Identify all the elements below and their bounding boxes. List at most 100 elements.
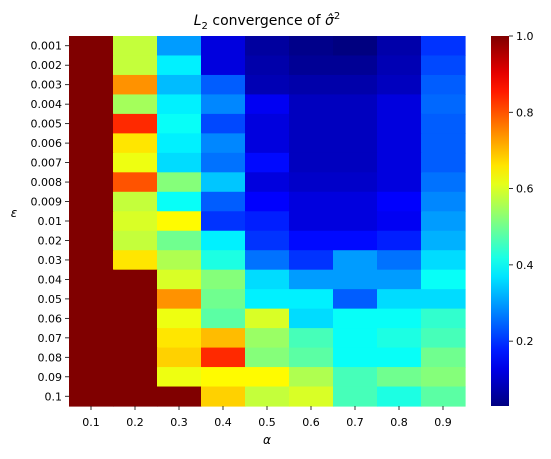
colorbar-tick-label: 0.8 (516, 106, 534, 119)
heatmap-cell-0.03-0.5 (245, 250, 290, 271)
heatmap-cell-0.03-0.7 (333, 250, 378, 271)
heatmap-cell-0.009-0.6 (289, 191, 334, 212)
x-tick-label: 0.5 (258, 416, 276, 429)
heatmap-cell-0.01-0.1 (69, 211, 114, 232)
heatmap-cell-0.08-0.9 (421, 347, 466, 368)
heatmap-cell-0.005-0.8 (377, 113, 422, 134)
heatmap-cell-0.01-0.2 (113, 211, 158, 232)
heatmap-cell-0.04-0.2 (113, 269, 158, 290)
y-tick-label: 0.009 (31, 196, 63, 209)
heatmap-cell-0.006-0.8 (377, 133, 422, 154)
heatmap-cell-0.008-0.7 (333, 172, 378, 193)
heatmap-cell-0.003-0.6 (289, 74, 334, 96)
heatmap-cell-0.05-0.6 (289, 289, 334, 310)
heatmap-cell-0.005-0.9 (421, 113, 466, 134)
heatmap-cell-0.005-0.6 (289, 113, 334, 134)
heatmap-cell-0.002-0.6 (289, 55, 334, 76)
heatmap-cell-0.007-0.5 (245, 152, 290, 173)
heatmap-cell-0.02-0.3 (157, 230, 202, 251)
heatmap-cell-0.003-0.4 (201, 74, 246, 96)
colorbar-tick-label: 0.6 (516, 183, 534, 196)
heatmap-cell-0.001-0.8 (377, 36, 422, 57)
heatmap-cell-0.08-0.5 (245, 347, 290, 368)
heatmap-cell-0.06-0.1 (69, 308, 114, 329)
heatmap-cell-0.1-0.1 (69, 386, 114, 407)
heatmap-cell-0.04-0.4 (201, 269, 246, 290)
heatmap-cell-0.03-0.1 (69, 250, 114, 271)
y-tick-label: 0.004 (31, 98, 63, 111)
heatmap-cell-0.06-0.2 (113, 308, 158, 329)
title-rest: convergence of (208, 13, 325, 29)
heatmap-cell-0.001-0.3 (157, 36, 202, 57)
heatmap-cell-0.1-0.3 (157, 386, 202, 407)
heatmap-cell-0.006-0.9 (421, 133, 466, 154)
heatmap-cell-0.01-0.5 (245, 211, 290, 232)
heatmap-cell-0.07-0.5 (245, 328, 290, 349)
title-superscript: 2 (334, 11, 340, 22)
heatmap-cell-0.04-0.9 (421, 269, 466, 290)
heatmap-cell-0.02-0.5 (245, 230, 290, 251)
y-tick-label: 0.003 (31, 79, 63, 92)
heatmap-cell-0.06-0.4 (201, 308, 246, 329)
heatmap-cell-0.05-0.7 (333, 289, 378, 310)
y-tick-label: 0.001 (31, 40, 63, 53)
heatmap-cell-0.005-0.2 (113, 113, 158, 134)
heatmap-cell-0.008-0.3 (157, 172, 202, 193)
title-prefix: L (194, 13, 202, 29)
heatmap-cell-0.002-0.5 (245, 55, 290, 76)
heatmap-cell-0.002-0.4 (201, 55, 246, 76)
heatmap-cell-0.009-0.4 (201, 191, 246, 212)
heatmap-cell-0.07-0.8 (377, 328, 422, 349)
y-tick-label: 0.006 (31, 137, 63, 150)
heatmap-cell-0.1-0.8 (377, 386, 422, 407)
title-symbol: σ̂ (325, 13, 335, 29)
heatmap-cell-0.004-0.8 (377, 94, 422, 115)
heatmap-cell-0.06-0.9 (421, 308, 466, 329)
heatmap-cell-0.1-0.4 (201, 386, 246, 407)
heatmap-cell-0.02-0.4 (201, 230, 246, 251)
heatmap-cell-0.09-0.9 (421, 367, 466, 388)
heatmap-cell-0.07-0.3 (157, 328, 202, 349)
heatmap-cell-0.001-0.6 (289, 36, 334, 57)
heatmap-cell-0.09-0.2 (113, 367, 158, 388)
heatmap-cell-0.001-0.2 (113, 36, 158, 57)
heatmap-cell-0.01-0.8 (377, 211, 422, 232)
heatmap-cell-0.08-0.8 (377, 347, 422, 368)
y-tick-label: 0.04 (38, 273, 63, 286)
heatmap-cell-0.02-0.1 (69, 230, 114, 251)
heatmap-cell-0.05-0.2 (113, 289, 158, 310)
heatmap-cell-0.06-0.7 (333, 308, 378, 329)
heatmap-cell-0.002-0.3 (157, 55, 202, 76)
heatmap-cell-0.009-0.3 (157, 191, 202, 212)
heatmap-cell-0.01-0.7 (333, 211, 378, 232)
heatmap-cell-0.09-0.8 (377, 367, 422, 388)
heatmap-cell-0.08-0.6 (289, 347, 334, 368)
heatmap-cell-0.06-0.5 (245, 308, 290, 329)
heatmap-cell-0.001-0.1 (69, 36, 114, 57)
heatmap-cell-0.002-0.1 (69, 55, 114, 76)
heatmap-cell-0.03-0.4 (201, 250, 246, 271)
heatmap-cell-0.09-0.3 (157, 367, 202, 388)
heatmap-cell-0.07-0.2 (113, 328, 158, 349)
heatmap-cell-0.008-0.2 (113, 172, 158, 193)
y-tick-label: 0.008 (31, 176, 63, 189)
colorbar-ticks: 0.2 0.4 0.6 0.8 1.0 (509, 30, 534, 348)
heatmap-cell-0.01-0.3 (157, 211, 202, 232)
heatmap-cell-0.007-0.4 (201, 152, 246, 173)
heatmap-cell-0.04-0.7 (333, 269, 378, 290)
heatmap-cell-0.1-0.9 (421, 386, 466, 407)
heatmap-cell-0.02-0.8 (377, 230, 422, 251)
heatmap-cell-0.02-0.6 (289, 230, 334, 251)
heatmap-cell-0.009-0.9 (421, 191, 466, 212)
title-subscript: 2 (202, 21, 208, 32)
heatmap-cell-0.08-0.2 (113, 347, 158, 368)
y-tick-label: 0.02 (38, 234, 63, 247)
heatmap-cell-0.05-0.4 (201, 289, 246, 310)
heatmap-cell-0.005-0.7 (333, 113, 378, 134)
y-tick-label: 0.07 (38, 332, 63, 345)
y-tick-label: 0.005 (31, 118, 63, 131)
heatmap-cell-0.003-0.2 (113, 74, 158, 96)
heatmap-cell-0.004-0.2 (113, 94, 158, 115)
heatmap-cell-0.09-0.1 (69, 367, 114, 388)
heatmap-cell-0.007-0.2 (113, 152, 158, 173)
